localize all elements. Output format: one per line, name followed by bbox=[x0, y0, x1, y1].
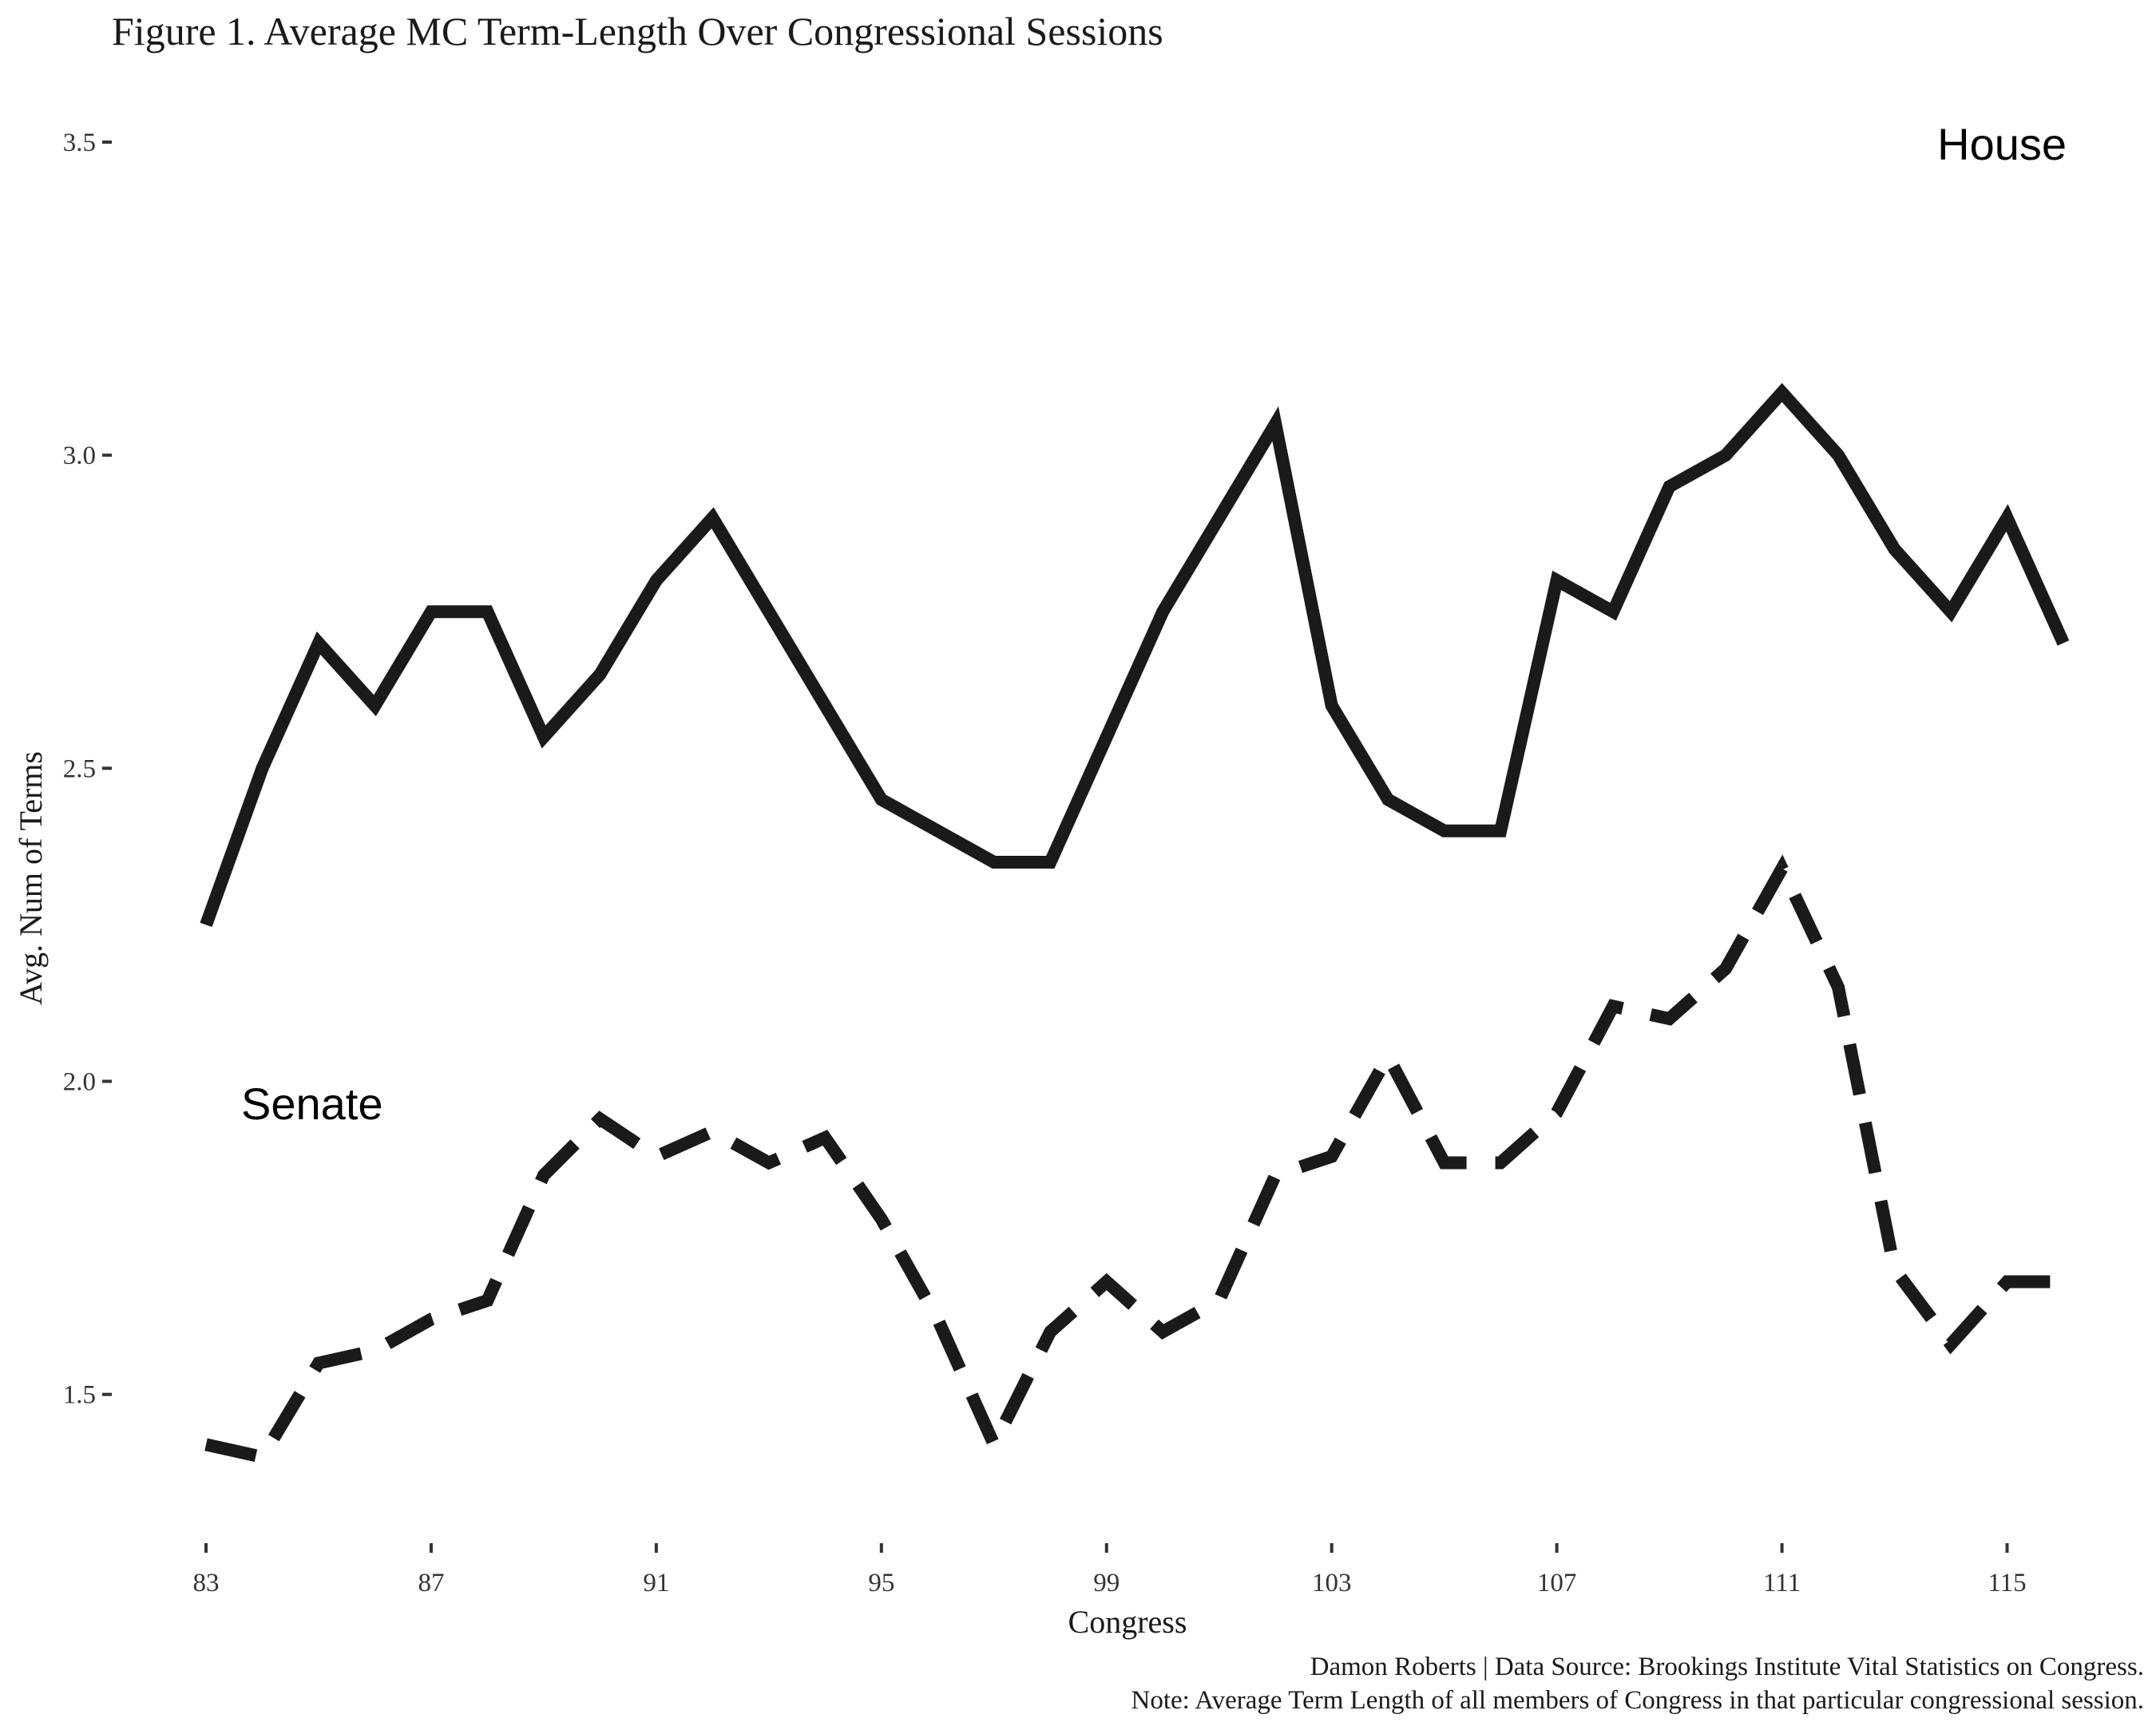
y-tick-label: 1.5 bbox=[63, 1381, 96, 1410]
x-tick-label: 87 bbox=[418, 1569, 444, 1597]
y-tick-label: 2.0 bbox=[63, 1067, 96, 1096]
x-tick-label: 115 bbox=[1988, 1569, 2026, 1597]
house-series-line bbox=[200, 382, 2070, 928]
caption-note: Note: Average Term Length of all members… bbox=[1132, 1686, 2144, 1715]
y-tick-label: 2.5 bbox=[63, 754, 96, 783]
x-tick-label: 83 bbox=[193, 1569, 220, 1597]
x-tick-label: 99 bbox=[1093, 1569, 1120, 1597]
x-tick-label: 91 bbox=[643, 1569, 669, 1597]
chart-title: Figure 1. Average MC Term-Length Over Co… bbox=[112, 9, 1163, 53]
x-tick-label: 107 bbox=[1537, 1569, 1577, 1597]
house-series-label: House bbox=[1937, 119, 2067, 169]
y-tick-label: 3.5 bbox=[63, 129, 96, 157]
y-axis-title: Avg. Num of Terms bbox=[13, 751, 49, 1005]
senate-series-line bbox=[204, 854, 2063, 1465]
caption-source: Damon Roberts | Data Source: Brookings I… bbox=[1310, 1653, 2144, 1681]
x-axis-title: Congress bbox=[1068, 1604, 1187, 1640]
y-tick-label: 3.0 bbox=[63, 441, 96, 470]
y-axis: 1.5 2.0 2.5 3.0 3.5 bbox=[63, 129, 112, 1410]
x-tick-label: 103 bbox=[1312, 1569, 1352, 1597]
x-tick-label: 95 bbox=[868, 1569, 894, 1597]
senate-series-label: Senate bbox=[241, 1079, 383, 1129]
x-tick-label: 111 bbox=[1763, 1569, 1801, 1597]
x-axis: 83 87 91 95 99 103 107 111 115 bbox=[193, 1543, 2027, 1597]
plot-area bbox=[200, 382, 2070, 1465]
